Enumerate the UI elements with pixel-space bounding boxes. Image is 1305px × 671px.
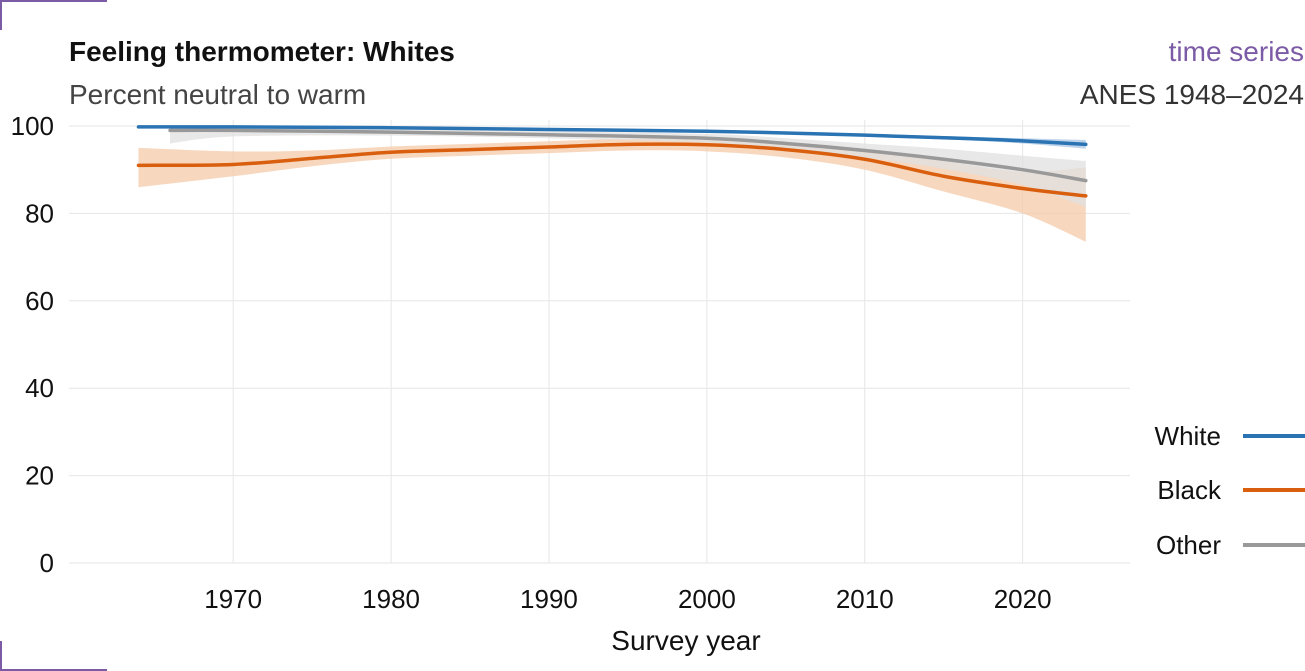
chart-title: Feeling thermometer: Whites [69,36,455,67]
y-tick-label: 100 [11,111,54,141]
legend-label-black: Black [1157,475,1222,505]
frame-corner-top-left [0,0,107,30]
x-tick-label: 1990 [520,584,578,614]
y-tick-label: 40 [25,373,54,403]
frame-corner-bottom-left [0,641,107,671]
series-line-white [136,125,1088,147]
chart-subtitle: Percent neutral to warm [69,79,367,110]
y-tick-label: 20 [25,461,54,491]
x-tick-label: 1970 [204,584,262,614]
series-line-other [168,128,1088,183]
y-tick-label: 80 [25,198,54,228]
series-line-black [136,142,1088,198]
x-tick-label: 2020 [994,584,1052,614]
chart-type-tag: time series [1168,36,1304,67]
x-tick-label: 2010 [836,584,894,614]
legend-label-white: White [1155,421,1221,451]
x-tick-label: 2000 [678,584,736,614]
legend-label-other: Other [1156,530,1221,560]
confidence-band-black [138,138,1086,242]
y-tick-label: 0 [40,548,54,578]
x-tick-label: 1980 [362,584,420,614]
y-tick-label: 60 [25,286,54,316]
data-source-label: ANES 1948–2024 [1079,79,1304,110]
confidence-band-other [170,125,1086,207]
x-axis-title: Survey year [611,625,760,656]
